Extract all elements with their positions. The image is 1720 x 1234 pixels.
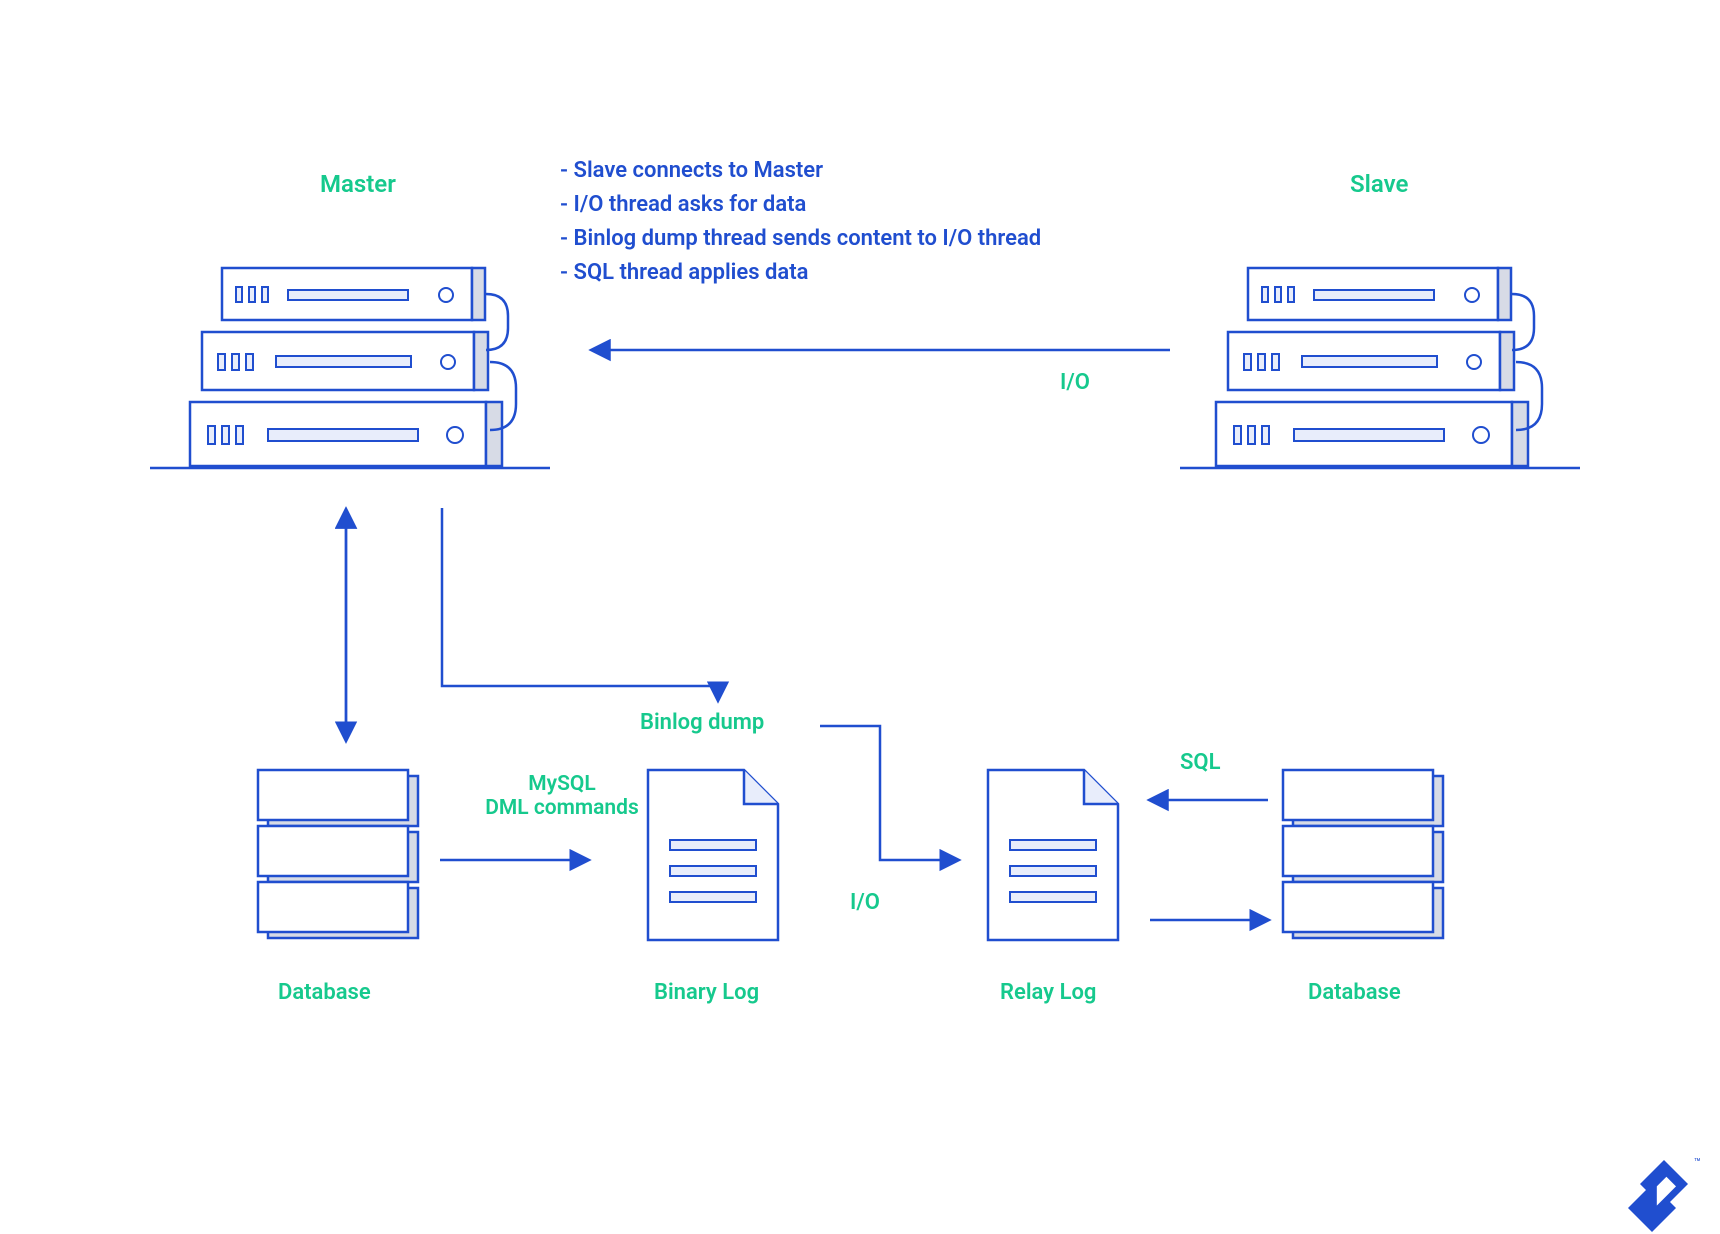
master-database-icon bbox=[258, 770, 418, 938]
logo-icon bbox=[1628, 1160, 1688, 1232]
edge-binlog-to-relay bbox=[820, 726, 958, 860]
binary-log-icon bbox=[648, 770, 778, 940]
bullet-3: - Binlog dump thread sends content to I/… bbox=[560, 222, 1200, 256]
sql-label: SQL bbox=[1180, 750, 1221, 775]
trademark: ™ bbox=[1694, 1156, 1701, 1169]
mysql-dml-label: MySQL DML commands bbox=[482, 772, 642, 820]
bullet-2: - I/O thread asks for data bbox=[560, 188, 1200, 222]
binarylog-label: Binary Log bbox=[654, 980, 759, 1005]
slave-server-icon bbox=[1180, 268, 1580, 468]
master-title: Master bbox=[320, 170, 396, 198]
database1-label: Database bbox=[278, 980, 371, 1005]
description-block: - Slave connects to Master - I/O thread … bbox=[560, 154, 1200, 290]
io-label-2: I/O bbox=[850, 890, 880, 915]
slave-title: Slave bbox=[1350, 170, 1408, 198]
relaylog-label: Relay Log bbox=[1000, 980, 1096, 1005]
relay-log-icon bbox=[988, 770, 1118, 940]
io-label-1: I/O bbox=[1060, 370, 1090, 395]
binlog-dump-label: Binlog dump bbox=[640, 710, 764, 735]
mysql-line2: DML commands bbox=[482, 796, 642, 820]
master-server-icon bbox=[150, 268, 550, 468]
bullet-1: - Slave connects to Master bbox=[560, 154, 1200, 188]
mysql-line1: MySQL bbox=[482, 772, 642, 796]
bullet-4: - SQL thread applies data bbox=[560, 256, 1200, 290]
slave-database-icon bbox=[1283, 770, 1443, 938]
database2-label: Database bbox=[1308, 980, 1401, 1005]
